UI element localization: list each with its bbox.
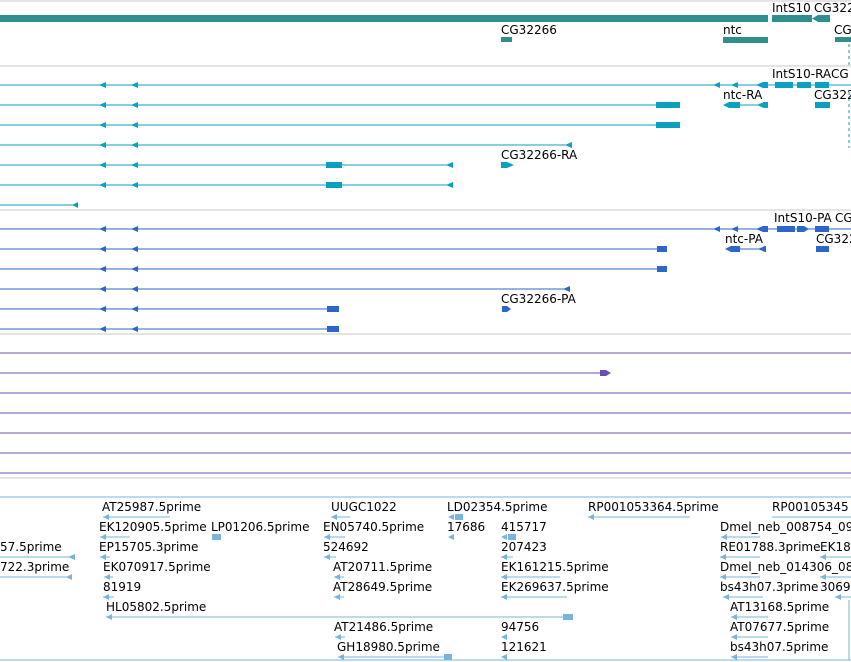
gene-bar-ints10[interactable] — [772, 15, 812, 22]
transcript-row[interactable] — [0, 142, 572, 168]
gene-arrow-cg322[interactable] — [812, 15, 830, 22]
transcript-row[interactable] — [0, 82, 851, 88]
est-label[interactable]: Dmel_neb_008754_09 — [720, 520, 851, 534]
est-label[interactable]: bs43h07.5prime — [730, 640, 828, 654]
rna-track — [0, 333, 851, 474]
est-label[interactable]: EK161215.5prime — [501, 560, 609, 574]
protein-label-ints10-pa[interactable]: IntS10-PA — [774, 211, 833, 225]
est-label[interactable]: EP15705.3prime — [99, 540, 198, 554]
transcript-track: IntS10-RA CG ntc-RA CG322 CG32266-RA — [0, 65, 851, 208]
gene-label-ints10[interactable]: IntS10 — [772, 1, 811, 15]
est-label[interactable]: LD02354.5prime — [447, 500, 548, 514]
protein-label-cg32266-pa[interactable]: CG32266-PA — [501, 292, 577, 306]
transcript-row[interactable] — [0, 182, 453, 188]
est-label[interactable]: LP01206.5prime — [211, 520, 310, 534]
est-label[interactable]: EK120905.5prime — [99, 520, 207, 534]
gene-label-cg322[interactable]: CG322 — [814, 1, 851, 15]
est-label[interactable]: RE01788.3prime — [720, 540, 821, 554]
protein-track: IntS10-PA CG ntc-PA CG322 CG32266-PA — [0, 209, 851, 332]
rna-end-arrow[interactable] — [600, 370, 611, 376]
protein-row[interactable] — [0, 306, 339, 312]
est-label[interactable]: 415717 — [501, 520, 547, 534]
protein-label-ntc-pa[interactable]: ntc-PA — [725, 232, 764, 246]
est-label[interactable]: RP001053364.5prime — [588, 500, 719, 514]
est-label[interactable]: 121621 — [501, 640, 547, 654]
transcript-label-ntc-ra[interactable]: ntc-RA — [723, 88, 763, 102]
protein-row[interactable] — [0, 286, 570, 312]
est-label[interactable]: 94756 — [501, 620, 539, 634]
transcript-row[interactable] — [0, 202, 78, 208]
est-label[interactable]: EK070917.5prime — [103, 560, 211, 574]
est-label[interactable]: RP00105345 — [772, 500, 849, 514]
transcript-label-cg322[interactable]: CG322 — [814, 88, 851, 102]
transcript-label-ints10-ra[interactable]: IntS10-RA — [772, 67, 832, 81]
protein-row[interactable] — [0, 326, 339, 332]
gene-bar-main[interactable] — [0, 15, 768, 22]
est-label[interactable]: UUGC1022 — [331, 500, 397, 514]
est-label[interactable]: AT28649.5prime — [333, 580, 432, 594]
transcript-label-cg32266-ra[interactable]: CG32266-RA — [501, 148, 578, 162]
est-label[interactable]: AT07677.5prime — [730, 620, 829, 634]
est-label[interactable]: HL05802.5prime — [106, 600, 206, 614]
gene-label-cg32266[interactable]: CG32266 — [501, 23, 557, 37]
est-label[interactable]: GH18980.5prime — [337, 640, 440, 654]
est-label[interactable]: 81919 — [103, 580, 141, 594]
est-label[interactable]: AT21486.5prime — [334, 620, 433, 634]
est-label[interactable]: EN05740.5prime — [323, 520, 424, 534]
est-label[interactable]: 17686 — [447, 520, 485, 534]
protein-row[interactable] — [0, 266, 667, 272]
protein-label-cg[interactable]: CG — [835, 211, 851, 225]
gene-label-cg[interactable]: CG — [834, 23, 851, 37]
transcript-row[interactable] — [0, 122, 680, 128]
est-label[interactable]: AT13168.5prime — [730, 600, 829, 614]
gene-bar-cg32266[interactable] — [501, 37, 512, 42]
est-label[interactable]: 207423 — [501, 540, 547, 554]
est-label[interactable]: AT20711.5prime — [333, 560, 432, 574]
protein-row[interactable] — [0, 226, 851, 232]
protein-label-cg322[interactable]: CG322 — [816, 232, 851, 246]
est-track — [0, 477, 851, 661]
est-label[interactable]: 722.3prime — [0, 560, 69, 574]
transcript-row[interactable] — [0, 92, 850, 148]
est-label[interactable]: 3069 — [820, 580, 851, 594]
gene-bar-ntc[interactable] — [723, 37, 768, 43]
est-label[interactable]: Dmel_neb_014306_08 — [720, 560, 851, 574]
gene-bar-cg-edge[interactable] — [835, 37, 851, 42]
est-label[interactable]: 57.5prime — [0, 540, 62, 554]
gene-label-ntc[interactable]: ntc — [723, 23, 742, 37]
est-label[interactable]: EK269637.5prime — [501, 580, 609, 594]
transcript-label-cg[interactable]: CG — [831, 67, 849, 81]
est-label[interactable]: bs43h07.3prime — [720, 580, 818, 594]
est-labels: AT25987.5prime UUGC1022 LD02354.5prime R… — [0, 500, 851, 654]
est-label[interactable]: EK18 — [820, 540, 851, 554]
protein-row[interactable] — [0, 246, 829, 252]
est-label[interactable]: 524692 — [323, 540, 369, 554]
gene-track: IntS10 CG322 CG32266 ntc CG — [0, 0, 851, 66]
transcript-row[interactable] — [0, 162, 453, 168]
est-label[interactable]: AT25987.5prime — [102, 500, 201, 514]
